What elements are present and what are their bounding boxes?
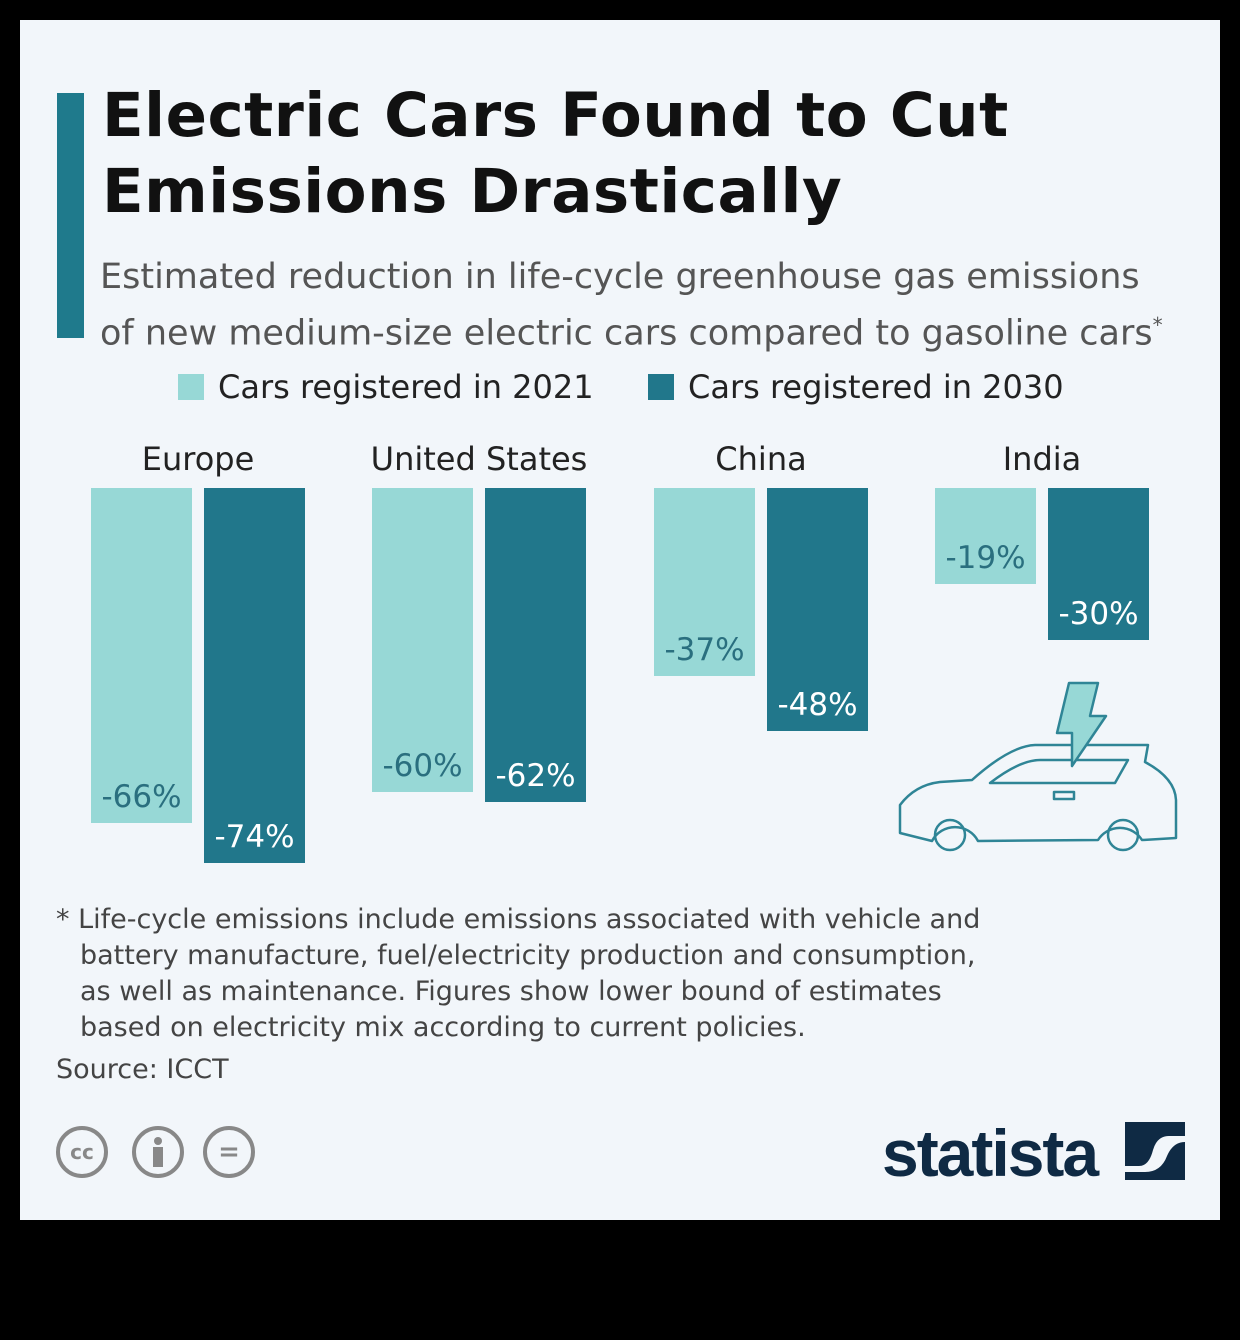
subtitle-line: of new medium-size electric cars compare… [100,313,1153,354]
footnote-line: * Life-cycle emissions include emissions… [56,904,981,935]
region-label: China [715,440,807,478]
legend-item-2030: Cars registered in 2030 [648,368,1064,406]
attribution-icon[interactable] [132,1126,184,1178]
bar-value-label: -30% [1058,596,1139,633]
logo-text: statista [882,1116,1099,1190]
region-label: India [1002,440,1082,478]
bar-value-label: -37% [664,631,745,668]
region-label: United States [370,440,588,478]
creative-commons-icon[interactable]: cc [56,1126,108,1178]
region-label: Europe [141,440,255,478]
footnote-line: based on electricity mix according to cu… [80,1012,806,1043]
bar-value-label: -66% [101,778,182,815]
legend-label: Cars registered in 2030 [688,368,1064,406]
bar-2030: -74% [204,488,305,864]
bar-value-label: -62% [495,758,576,795]
title-accent-bar [57,93,84,338]
electric-car-icon [898,681,1178,852]
footnote-line: battery manufacture, fuel/electricity pr… [80,940,976,971]
legend-swatch [178,374,204,400]
bar-2021: -37% [654,488,755,676]
legend-item-2021: Cars registered in 2021 [178,368,594,406]
title-line: Electric Cars Found to Cut [102,80,1009,151]
chart-title: Electric Cars Found to Cut Emissions Dra… [102,78,1009,230]
bar-value-label: -74% [214,819,295,856]
bar-2030: -48% [767,488,868,732]
legend-swatch [648,374,674,400]
statista-logo[interactable]: statista [882,1115,1186,1191]
bar-value-label: -60% [382,748,463,785]
bar-value-label: -19% [945,540,1026,577]
bar-2030: -30% [1048,488,1149,641]
bar-2021: -19% [935,488,1036,585]
subtitle-line: Estimated reduction in life-cycle greenh… [100,257,1140,297]
bar-value-label: -48% [777,687,858,724]
bar-2021: -60% [372,488,473,793]
footnote: * Life-cycle emissions include emissions… [56,902,980,1046]
infographic-panel: Electric Cars Found to Cut Emissions Dra… [20,20,1220,1220]
statista-logo-mark [1125,1122,1186,1180]
bar-2030: -62% [485,488,586,803]
title-line: Emissions Drastically [102,156,843,227]
chart-subtitle: Estimated reduction in life-cycle greenh… [100,253,1163,358]
no-derivatives-icon[interactable]: = [203,1126,255,1178]
bar-2021: -66% [91,488,192,823]
legend-label: Cars registered in 2021 [218,368,594,406]
footnote-mark: * [1152,313,1163,337]
footnote-line: as well as maintenance. Figures show low… [80,976,942,1007]
source-text: Source: ICCT [56,1054,229,1085]
